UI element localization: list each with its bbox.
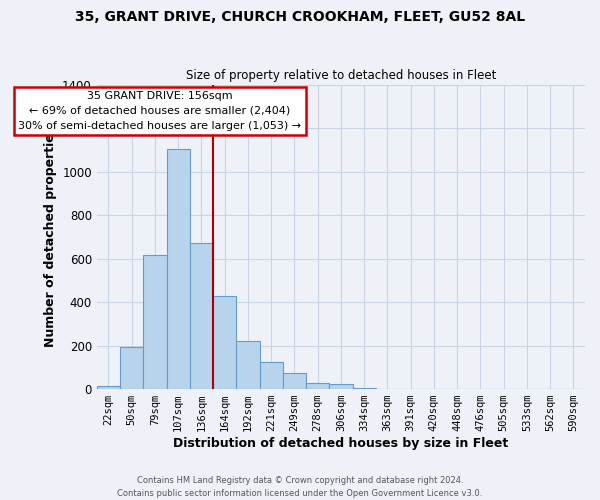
Text: Contains HM Land Registry data © Crown copyright and database right 2024.
Contai: Contains HM Land Registry data © Crown c… [118,476,482,498]
Bar [167,148,190,389]
Bar [306,382,329,389]
Bar [353,388,376,389]
Bar [143,256,167,389]
Bar [260,362,283,389]
Bar [329,384,353,389]
Y-axis label: Number of detached properties: Number of detached properties [44,126,56,348]
Text: 35 GRANT DRIVE: 156sqm
← 69% of detached houses are smaller (2,404)
30% of semi-: 35 GRANT DRIVE: 156sqm ← 69% of detached… [18,91,301,130]
Bar [190,244,213,389]
Bar [120,346,143,389]
Bar [97,386,120,389]
Bar [283,373,306,389]
Text: 35, GRANT DRIVE, CHURCH CROOKHAM, FLEET, GU52 8AL: 35, GRANT DRIVE, CHURCH CROOKHAM, FLEET,… [75,10,525,24]
Title: Size of property relative to detached houses in Fleet: Size of property relative to detached ho… [186,69,496,82]
Bar [236,341,260,389]
X-axis label: Distribution of detached houses by size in Fleet: Distribution of detached houses by size … [173,437,509,450]
Bar [213,296,236,389]
